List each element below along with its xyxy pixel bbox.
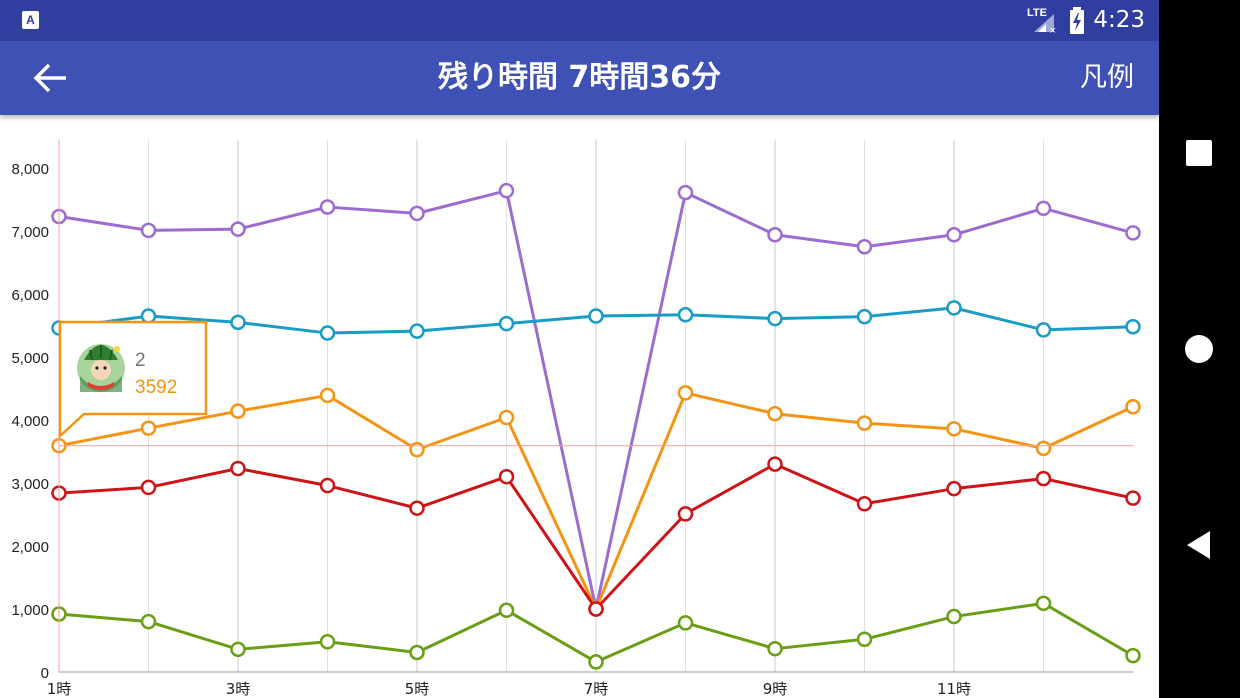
data-point (767, 640, 783, 657)
data-point (319, 199, 336, 215)
data-point (230, 221, 246, 237)
data-point (409, 441, 425, 458)
data-point (856, 496, 873, 512)
data-point (946, 421, 962, 437)
data-point (1035, 470, 1052, 487)
data-point (677, 184, 694, 201)
data-point (1035, 322, 1052, 338)
legend-button[interactable]: 凡例 (1080, 62, 1134, 93)
data-point (140, 222, 157, 239)
data-point (677, 385, 694, 401)
data-point (140, 479, 157, 496)
app-notification-icon: A (22, 11, 39, 29)
data-point (946, 300, 962, 316)
data-point (856, 308, 873, 325)
x-tick-label: 1時 (47, 680, 72, 698)
data-point (230, 641, 246, 658)
y-tick-label: 4,000 (11, 413, 49, 430)
data-point (140, 613, 157, 630)
data-point (946, 608, 962, 625)
data-point (409, 323, 425, 339)
data-point (409, 205, 425, 222)
clock: 4:23 (1093, 7, 1145, 33)
y-tick-label: 5,000 (11, 350, 49, 367)
x-tick-label: 7時 (584, 680, 609, 698)
data-point (677, 506, 694, 522)
data-point (767, 405, 783, 422)
y-tick-label: 6,000 (11, 287, 49, 304)
data-point (856, 631, 873, 647)
data-point (319, 477, 336, 494)
signal-icon: × (1034, 14, 1056, 34)
data-point (409, 500, 425, 516)
y-tick-label: 3,000 (11, 476, 49, 493)
home-button[interactable] (1185, 335, 1213, 363)
x-tick-label: 3時 (226, 680, 251, 698)
back-nav-button[interactable] (1186, 530, 1212, 560)
battery-charging-icon (1070, 7, 1084, 34)
network-type: LTE (1027, 7, 1047, 19)
app-bar: 残り時間 7時間36分 凡例 (0, 41, 1159, 115)
arrow-left-icon (33, 63, 66, 93)
tooltip: 2 3592 (58, 320, 208, 439)
data-point (319, 634, 336, 650)
data-point (946, 227, 962, 243)
data-point (1125, 647, 1141, 664)
data-point (1035, 595, 1052, 612)
data-point (1035, 440, 1052, 457)
triangle-back-icon (1187, 531, 1210, 559)
y-tick-label: 1,000 (11, 602, 49, 619)
data-point (588, 308, 604, 324)
y-tick-label: 7,000 (11, 224, 49, 241)
series-layer (51, 182, 1141, 670)
data-point (767, 227, 783, 243)
data-point (230, 403, 246, 419)
app-icon-letter: A (26, 13, 35, 27)
tooltip-series-name: 2 (135, 350, 146, 371)
status-bar: A LTE × 4:23 (0, 0, 1159, 41)
data-point (767, 310, 783, 327)
data-point (498, 182, 515, 199)
system-nav-bar (1159, 0, 1240, 698)
data-point (140, 308, 157, 324)
y-tick-label: 0 (41, 665, 49, 682)
data-point (230, 460, 246, 477)
data-point (677, 615, 694, 631)
recents-button[interactable] (1186, 140, 1212, 166)
data-point (588, 654, 604, 670)
x-tick-label: 9時 (763, 680, 788, 698)
data-point (1125, 319, 1141, 335)
y-tick-label: 8,000 (11, 161, 49, 178)
axis-layer: 0 1,000 2,000 3,000 4,000 5,000 6,000 7,000 8,00… (11, 161, 1133, 698)
data-point (946, 480, 962, 497)
y-tick-label: 2,000 (11, 539, 49, 556)
data-point (677, 307, 694, 323)
watermelon-character-avatar (77, 344, 125, 392)
data-point (1125, 225, 1141, 241)
data-point (1035, 200, 1052, 217)
data-point (319, 387, 336, 404)
data-point (409, 644, 425, 661)
data-point (856, 239, 873, 255)
data-point (319, 325, 336, 341)
data-point (856, 415, 873, 431)
line-chart: 0 1,000 2,000 3,000 4,000 5,000 6,000 7,000 8,00… (11, 139, 1141, 698)
back-button[interactable] (22, 54, 78, 102)
data-point (498, 409, 515, 426)
x-tick-label: 11時 (937, 680, 971, 698)
data-point (230, 314, 246, 331)
data-point (1125, 399, 1141, 415)
data-point (767, 456, 783, 472)
data-point (588, 601, 604, 617)
data-point (498, 315, 515, 332)
data-point (498, 602, 515, 619)
page-title: 残り時間 7時間36分 (437, 60, 722, 95)
tooltip-value: 3592 (135, 377, 177, 398)
data-point (1125, 490, 1141, 506)
data-point (140, 420, 157, 436)
x-tick-label: 5時 (405, 680, 430, 698)
svg-text:×: × (1049, 26, 1056, 34)
data-point (498, 468, 515, 485)
